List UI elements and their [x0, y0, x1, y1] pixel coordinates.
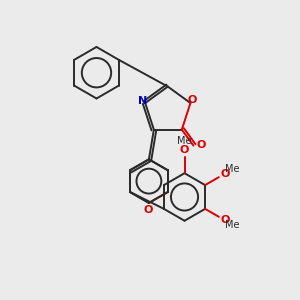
Text: O: O — [188, 95, 197, 105]
Text: O: O — [180, 146, 189, 155]
Text: Me: Me — [177, 136, 192, 146]
Text: O: O — [220, 169, 230, 179]
Text: O: O — [220, 215, 230, 225]
Text: Me: Me — [225, 220, 240, 230]
Text: O: O — [143, 205, 153, 215]
Text: N: N — [138, 96, 147, 106]
Text: Me: Me — [225, 164, 240, 174]
Text: O: O — [197, 140, 206, 150]
